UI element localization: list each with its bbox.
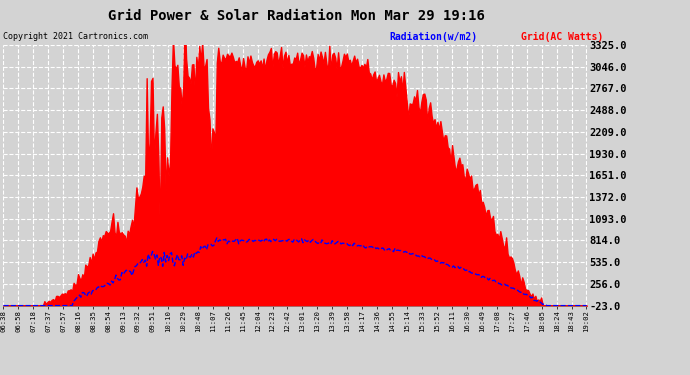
Text: Grid Power & Solar Radiation Mon Mar 29 19:16: Grid Power & Solar Radiation Mon Mar 29 … (108, 9, 485, 23)
Text: Copyright 2021 Cartronics.com: Copyright 2021 Cartronics.com (3, 32, 148, 41)
Text: Radiation(w/m2): Radiation(w/m2) (390, 32, 478, 42)
Text: Grid(AC Watts): Grid(AC Watts) (521, 32, 603, 42)
